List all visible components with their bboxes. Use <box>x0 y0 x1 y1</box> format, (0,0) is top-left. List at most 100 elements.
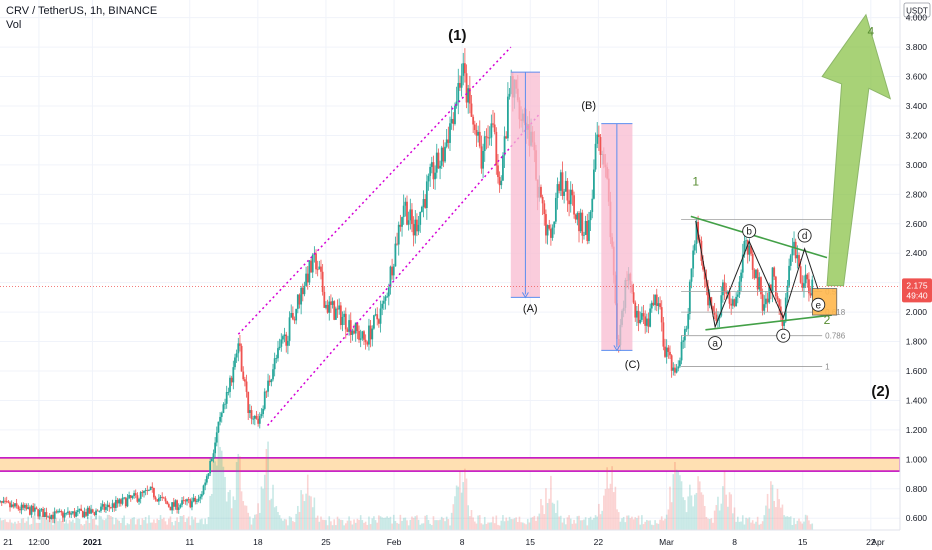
candle <box>779 306 782 315</box>
candle <box>665 347 668 357</box>
candle <box>210 458 213 462</box>
candle <box>703 269 706 280</box>
volume-bar <box>290 517 293 530</box>
volume-bar <box>196 522 198 530</box>
time-tick-label: 12:00 <box>28 537 50 547</box>
volume-bar <box>211 493 213 530</box>
candle <box>755 269 757 279</box>
candle <box>156 499 159 502</box>
candle <box>293 319 296 321</box>
candle <box>801 282 804 288</box>
candle <box>257 418 260 424</box>
volume-bar <box>773 500 775 530</box>
volume-bar <box>531 517 534 530</box>
volume-bar <box>181 516 183 530</box>
candle <box>101 504 104 507</box>
price-axis[interactable]: USDT 0.600 0.800 1.000 1.200 1.400 1.600 1.800 2… <box>899 0 932 550</box>
volume-bar <box>402 517 405 530</box>
volume-bar <box>756 516 759 530</box>
candle <box>473 124 476 130</box>
candle <box>396 243 398 245</box>
candle <box>121 497 124 504</box>
volume-bar <box>131 517 134 530</box>
volume-bar <box>219 446 221 530</box>
candle <box>725 291 728 294</box>
candle <box>683 329 686 341</box>
volume-bar <box>601 510 603 530</box>
volume-bar <box>452 504 455 530</box>
volume-bar <box>2 519 5 530</box>
price-tick-label: 3.800 <box>906 42 928 52</box>
candle <box>0 501 3 503</box>
volume-bar <box>475 523 478 530</box>
volume-bar <box>156 518 159 530</box>
volume-bar <box>718 510 721 530</box>
volume-bar <box>0 520 3 530</box>
symbol-title[interactable]: CRV / TetherUS, 1h, BINANCE <box>6 5 158 17</box>
candle <box>440 147 443 166</box>
candle <box>503 136 506 156</box>
candle <box>452 118 455 124</box>
candle <box>186 499 188 502</box>
candle <box>647 318 650 327</box>
price-tick-label: 1.600 <box>906 366 928 376</box>
volume-bar <box>650 524 653 530</box>
volume-bar <box>153 519 155 530</box>
candle <box>220 412 223 417</box>
volume-bar <box>464 468 466 530</box>
volume-bar <box>786 516 789 530</box>
volume-bar <box>513 518 516 530</box>
volume-bar <box>487 522 489 530</box>
candle <box>306 273 309 283</box>
volume-bar <box>280 518 283 530</box>
volume-bar <box>743 524 746 530</box>
candle <box>650 302 653 309</box>
candle <box>131 495 134 498</box>
volume-bar <box>303 501 306 530</box>
candle <box>791 248 794 256</box>
candle <box>799 266 802 283</box>
support-zone <box>0 457 901 472</box>
volume-bar <box>149 522 152 530</box>
candle <box>788 265 790 286</box>
candle <box>384 296 387 301</box>
support-zone-group <box>0 457 901 472</box>
volume-bar <box>275 506 278 530</box>
candle <box>141 492 144 493</box>
volume-bar <box>176 517 178 530</box>
volume-bar <box>136 519 139 530</box>
candle <box>576 212 579 220</box>
candle <box>806 274 809 280</box>
candle <box>411 209 413 225</box>
volume-bar <box>781 504 784 530</box>
candle <box>382 300 385 304</box>
volume-bar <box>344 523 347 530</box>
volume-bar <box>520 522 522 530</box>
volume-bar <box>665 514 668 530</box>
candle <box>124 497 127 507</box>
volume-bar <box>306 474 309 530</box>
volume-bar <box>569 518 572 530</box>
volume-bar <box>351 524 354 530</box>
candle <box>338 305 341 310</box>
candle <box>743 240 746 255</box>
volume-bar <box>120 523 122 530</box>
volume-bar <box>763 515 766 530</box>
volume-bar <box>636 518 638 530</box>
volume-bar <box>789 516 792 530</box>
volume-bar <box>225 501 228 530</box>
volume-bar <box>507 520 509 530</box>
candle <box>230 377 233 383</box>
volume-bar <box>141 518 144 530</box>
volume-bar <box>98 515 101 530</box>
volume-bar <box>263 474 266 530</box>
candle <box>811 279 814 296</box>
candle <box>260 414 263 417</box>
volume-bar <box>177 522 180 530</box>
candle <box>593 169 595 199</box>
candle <box>364 339 367 343</box>
volume-bar <box>55 517 58 530</box>
candle <box>212 453 215 459</box>
